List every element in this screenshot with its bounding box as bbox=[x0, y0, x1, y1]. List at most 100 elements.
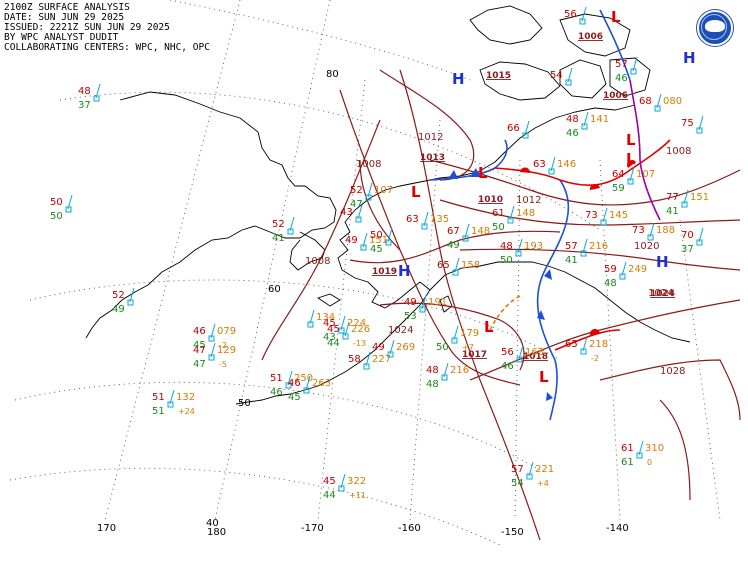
arctic-islands-2 bbox=[479, 61, 561, 101]
station-pressure: 080 bbox=[663, 96, 682, 107]
siberia-coast bbox=[85, 91, 337, 339]
station-dewpoint: 61 bbox=[621, 457, 634, 468]
station-temperature: 46 bbox=[288, 378, 301, 389]
low-center-value: 1013 bbox=[420, 153, 445, 163]
wind-barb-icon bbox=[362, 232, 368, 248]
lat-label-40: 40 bbox=[206, 518, 219, 529]
wind-barb-icon bbox=[387, 227, 393, 243]
wind-barb-icon bbox=[305, 375, 311, 391]
station-temperature: 48 bbox=[426, 365, 439, 376]
station-temperature: 48 bbox=[78, 86, 91, 97]
station-temperature: 75 bbox=[681, 118, 694, 129]
wind-barb-icon bbox=[567, 67, 573, 83]
warm-front-semicircle bbox=[589, 328, 600, 335]
station-temperature: 43 bbox=[340, 207, 353, 218]
wind-barb-icon bbox=[649, 222, 655, 238]
warm-front-semicircle bbox=[627, 159, 636, 168]
station-temperature: 52 bbox=[350, 185, 363, 196]
station-pressure: 193 bbox=[524, 241, 543, 252]
wind-barb-icon bbox=[367, 182, 373, 198]
chukotka-coast bbox=[289, 231, 326, 271]
isobar-label-1008-sib: 1008 bbox=[305, 256, 330, 267]
wind-barb-icon bbox=[344, 321, 350, 337]
station-temperature: 45 bbox=[323, 318, 336, 329]
station-pressure: 227 bbox=[372, 354, 391, 365]
high-center-value: 1006 bbox=[578, 32, 603, 42]
station-temperature: 51 bbox=[270, 373, 283, 384]
station-temperature: 65 bbox=[437, 260, 450, 271]
station-dewpoint: 50 bbox=[436, 342, 449, 353]
lon-label-m140: -140 bbox=[606, 523, 629, 534]
isobar-labels: 1012 1008 1012 1008 1024 1024 1028 1020 … bbox=[305, 132, 691, 377]
station-dewpoint: 53 bbox=[404, 311, 417, 322]
station-temperature: 59 bbox=[604, 264, 617, 275]
station-pressure: 132 bbox=[176, 392, 195, 403]
wind-barb-icon bbox=[129, 287, 135, 303]
low-center: L bbox=[626, 150, 636, 168]
victoria-island bbox=[609, 57, 651, 97]
station-pressure: 107 bbox=[636, 169, 655, 180]
station-temperature: 51 bbox=[152, 392, 165, 403]
lat-label-50: 50 bbox=[238, 398, 251, 409]
wind-barb-icon bbox=[581, 6, 587, 22]
station-dewpoint: 41 bbox=[565, 255, 578, 266]
cold-front-triangle bbox=[544, 269, 552, 280]
high-center: H bbox=[656, 253, 669, 271]
station-dewpoint: 45 bbox=[193, 340, 206, 351]
station-temperature: 57 bbox=[615, 59, 628, 70]
high-center-value: 1024 bbox=[650, 289, 675, 299]
station-pressure-tendency: -2 bbox=[591, 354, 599, 363]
station-temperature: 49 bbox=[372, 342, 385, 353]
station-temperature: 50 bbox=[370, 230, 383, 241]
isobar-label-1020: 1020 bbox=[634, 241, 659, 252]
kodiak-island bbox=[439, 295, 453, 313]
station-temperature: 70 bbox=[681, 230, 694, 241]
station-pressure: 221 bbox=[535, 464, 554, 475]
analysis-header: 2100Z SURFACE ANALYSIS DATE: SUN JUN 29 2… bbox=[4, 3, 210, 53]
station-pressure: 188 bbox=[656, 225, 675, 236]
wind-barb-icon bbox=[602, 207, 608, 223]
station-dewpoint: 47 bbox=[350, 199, 363, 210]
station-temperature: 52 bbox=[272, 219, 285, 230]
station-temperature: 49 bbox=[404, 297, 417, 308]
arctic-islands-1 bbox=[469, 5, 543, 45]
station-dewpoint: 37 bbox=[681, 244, 694, 255]
header-title: 2100Z SURFACE ANALYSIS bbox=[4, 2, 130, 13]
wind-barb-icon bbox=[518, 344, 524, 360]
wind-barb-icon bbox=[357, 204, 363, 220]
station-dewpoint: 46 bbox=[615, 73, 628, 84]
station-pressure-tendency: +4 bbox=[537, 479, 549, 488]
pressure-centers: H 1015 L 1013 L 1010 H 1019 L 1017 L 101… bbox=[372, 8, 696, 386]
station-pressure-tendency: 0 bbox=[647, 458, 652, 467]
front-symbols bbox=[448, 159, 636, 401]
high-center: H bbox=[683, 49, 696, 67]
station-temperature: 48 bbox=[566, 114, 579, 125]
station-temperature: 57 bbox=[511, 464, 524, 475]
wind-barb-icon bbox=[169, 389, 175, 405]
station-pressure: 224 bbox=[347, 318, 366, 329]
station-dewpoint: 44 bbox=[327, 338, 340, 349]
wind-barb-icon bbox=[582, 336, 588, 352]
station-pressure: 079 bbox=[217, 326, 236, 337]
aleutians bbox=[235, 385, 319, 405]
station-temperature: 45 bbox=[323, 476, 336, 487]
wind-barb-icon bbox=[340, 473, 346, 489]
station-temperature: 66 bbox=[507, 123, 520, 134]
station-pressure: 263 bbox=[312, 378, 331, 389]
station-pressure: 129 bbox=[217, 345, 236, 356]
isobar-label-1024-south: 1024 bbox=[388, 325, 413, 336]
header-analyst: BY WPC ANALYST DUDIT bbox=[4, 32, 119, 43]
station-pressure: 250 bbox=[294, 373, 313, 384]
station-dewpoint: 47 bbox=[193, 359, 206, 370]
station-pressure: 107 bbox=[374, 185, 393, 196]
station-temperature: 47 bbox=[193, 345, 206, 356]
station-dewpoint: 45 bbox=[288, 392, 301, 403]
station-dewpoint: 48 bbox=[604, 278, 617, 289]
wind-barb-icon bbox=[309, 309, 315, 325]
station-temperature: 56 bbox=[564, 9, 577, 20]
station-dewpoint: 46 bbox=[501, 361, 514, 372]
wind-barb-icon bbox=[464, 223, 470, 239]
station-dewpoint: 43 bbox=[323, 332, 336, 343]
wind-barb-icon bbox=[582, 238, 588, 254]
low-center-value: 1006 bbox=[603, 91, 628, 101]
